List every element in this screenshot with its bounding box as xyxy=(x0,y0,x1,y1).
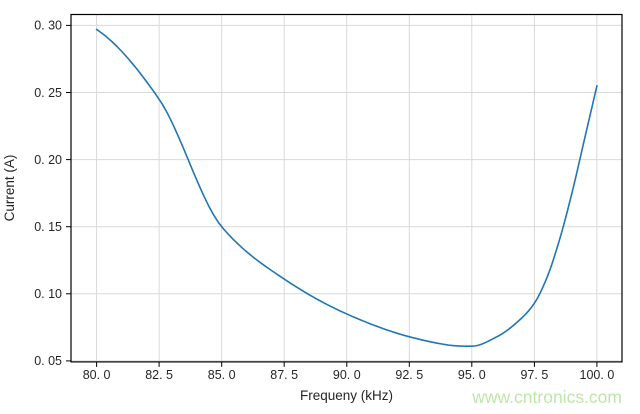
svg-text:82. 5: 82. 5 xyxy=(145,368,173,382)
svg-text:0. 15: 0. 15 xyxy=(34,220,62,234)
svg-text:Current (A): Current (A) xyxy=(2,155,17,222)
svg-text:0. 10: 0. 10 xyxy=(34,287,62,301)
svg-text:90. 0: 90. 0 xyxy=(333,368,361,382)
svg-text:0. 30: 0. 30 xyxy=(34,19,62,33)
svg-text:95. 0: 95. 0 xyxy=(458,368,486,382)
svg-text:80. 0: 80. 0 xyxy=(83,368,111,382)
svg-text:100. 0: 100. 0 xyxy=(580,368,615,382)
svg-text:92. 5: 92. 5 xyxy=(395,368,423,382)
svg-text:0. 05: 0. 05 xyxy=(34,354,62,368)
svg-text:87. 5: 87. 5 xyxy=(270,368,298,382)
svg-text:85. 0: 85. 0 xyxy=(208,368,236,382)
svg-text:0. 20: 0. 20 xyxy=(34,153,62,167)
svg-text:0. 25: 0. 25 xyxy=(34,86,62,100)
svg-text:97. 5: 97. 5 xyxy=(520,368,548,382)
svg-text:www.cntronics.com: www.cntronics.com xyxy=(471,387,622,407)
svg-text:Frequeny (kHz): Frequeny (kHz) xyxy=(300,388,393,403)
